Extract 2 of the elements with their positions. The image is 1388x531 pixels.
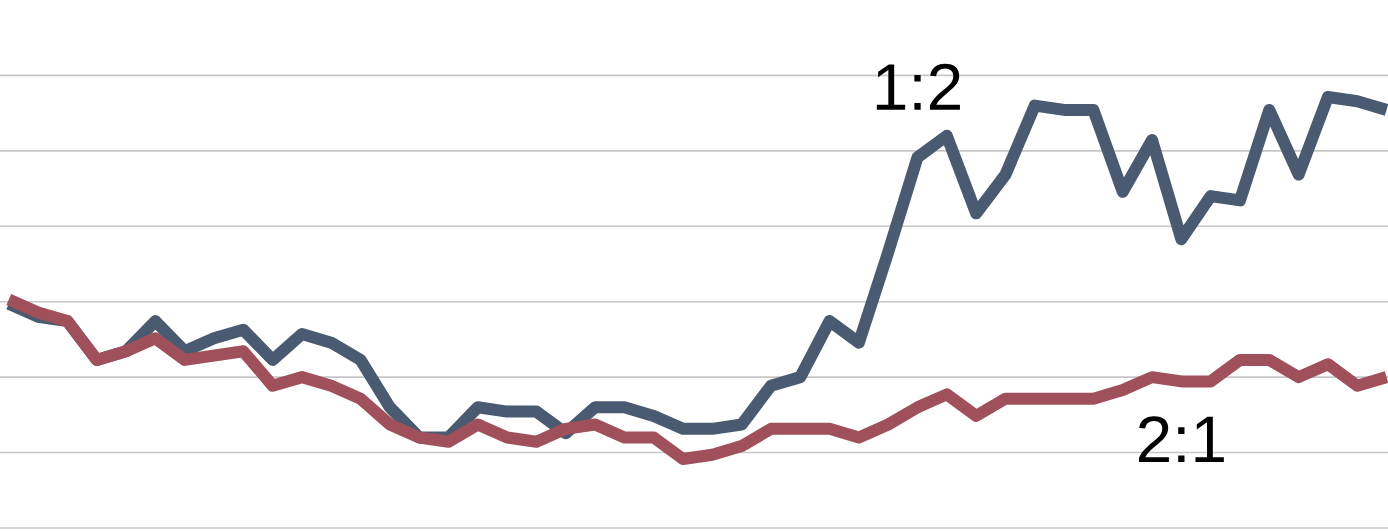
- series-label: 2:1: [1138, 416, 1224, 463]
- series-label: 1:2: [876, 63, 960, 110]
